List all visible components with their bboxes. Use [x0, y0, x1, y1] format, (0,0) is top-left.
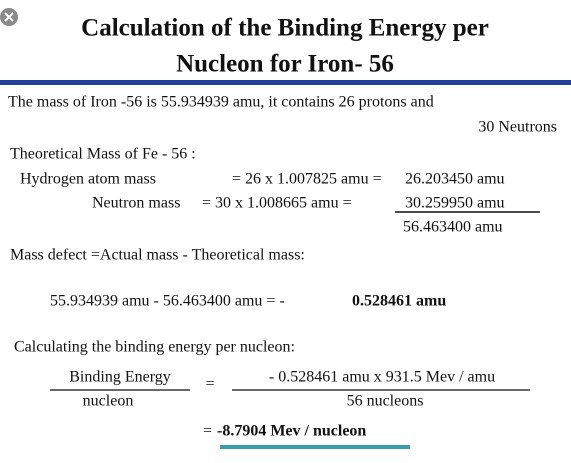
definition: Mass defect =Actual mass - Theoretical m… [10, 247, 305, 264]
numerator: Binding Energy [69, 369, 170, 386]
total: 56.463400 amu [403, 219, 503, 236]
result: 30.259950 amu [405, 195, 505, 212]
label: Neutron mass [92, 195, 180, 212]
title-line: Calculation of the Binding Energy per [81, 15, 489, 42]
denominator: 56 nucleons [347, 393, 424, 410]
equals: = [205, 376, 214, 393]
heading: Calculating the binding energy per nucle… [14, 339, 295, 356]
calc: 55.934939 amu - 56.463400 amu = - [50, 293, 285, 310]
close-icon [4, 12, 14, 22]
title-rule [0, 80, 571, 85]
label: Hydrogen atom mass [20, 171, 156, 188]
result-underline [220, 445, 410, 449]
result: 0.528461 amu [352, 293, 446, 310]
heading: Theoretical Mass of Fe - 56 : [10, 146, 196, 163]
result: -8.7904 Mev / nucleon [217, 423, 366, 440]
equals: = [203, 423, 212, 440]
intro-line: The mass of Iron -56 is 55.934939 amu, i… [8, 94, 434, 111]
calc: = 26 x 1.007825 amu = [232, 171, 382, 188]
title-line: Nucleon for Iron- 56 [176, 51, 394, 78]
intro-line: 30 Neutrons [478, 119, 557, 136]
result: 26.203450 amu [405, 171, 505, 188]
calc: = 30 x 1.008665 amu = [202, 195, 352, 212]
denominator: nucleon [83, 393, 134, 410]
numerator: - 0.528461 amu x 931.5 Mev / amu [269, 369, 495, 386]
